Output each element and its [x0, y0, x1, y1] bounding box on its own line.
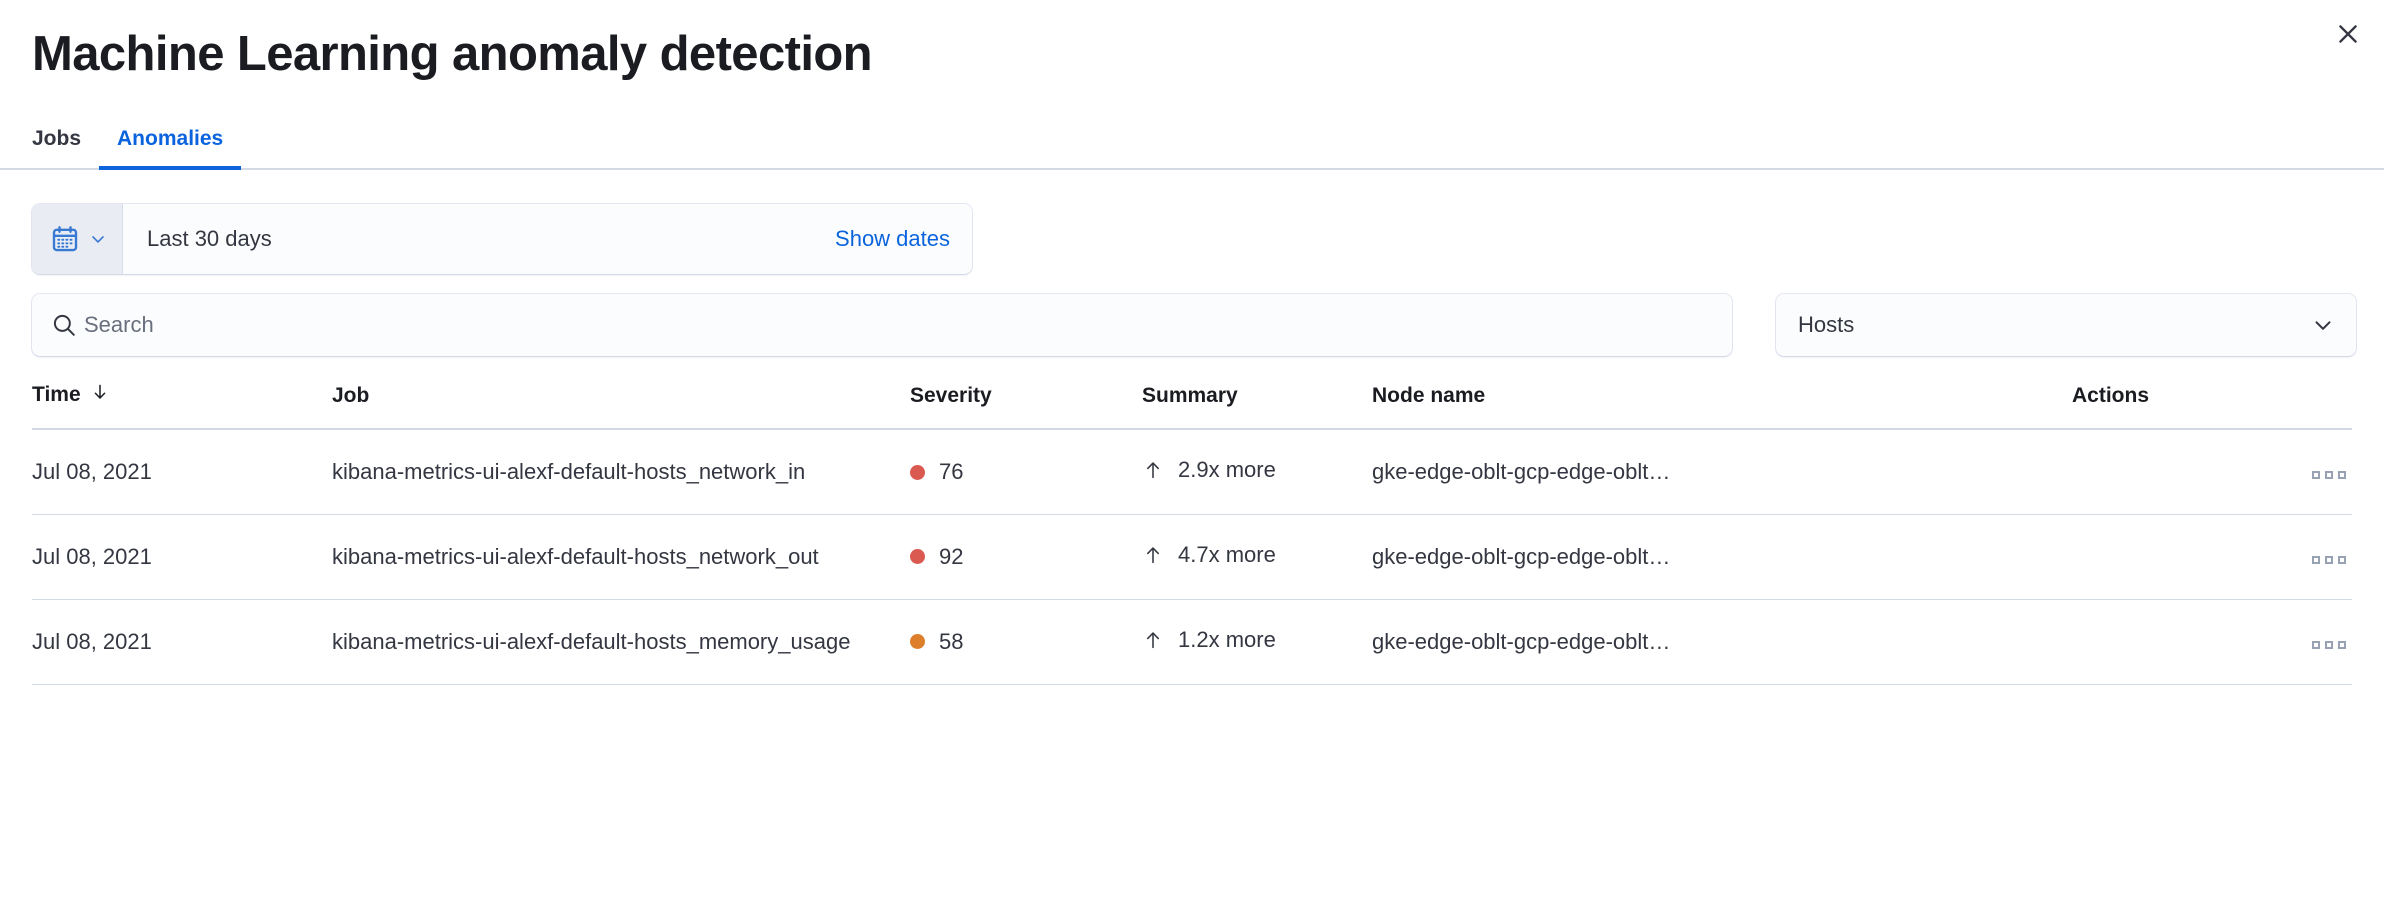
cell-severity: 58	[910, 599, 1142, 685]
cell-actions	[2072, 429, 2352, 516]
row-actions-button[interactable]	[2306, 635, 2352, 655]
severity-score: 76	[939, 459, 964, 485]
arrow-up-icon	[1142, 544, 1164, 566]
column-header-severity[interactable]: Severity	[910, 382, 1142, 431]
severity-dot	[910, 464, 925, 480]
column-header-node-name-label: Node name	[1372, 384, 1486, 408]
cell-node-name: gke-edge-oblt-gcp-edge-oblt…	[1372, 429, 2072, 516]
column-header-actions: Actions	[2072, 382, 2352, 431]
show-dates-button[interactable]: Show dates	[835, 226, 950, 252]
chevron-down-icon	[2310, 312, 2336, 338]
cell-summary: 4.7x more	[1142, 514, 1372, 600]
cell-job: kibana-metrics-ui-alexf-default-hosts_me…	[332, 599, 910, 685]
date-range-field[interactable]: Last 30 days Show dates	[123, 204, 972, 275]
table-body: Jul 08, 2021 kibana-metrics-ui-alexf-def…	[32, 429, 2352, 685]
column-header-job[interactable]: Job	[332, 382, 910, 431]
table-header-row: Time Job Severity	[32, 382, 2352, 431]
cell-node-name: gke-edge-oblt-gcp-edge-oblt…	[1372, 599, 2072, 685]
table-head: Time Job Severity	[32, 382, 2352, 431]
cell-severity: 92	[910, 514, 1142, 600]
anomalies-table: Time Job Severity	[32, 382, 2352, 685]
column-header-summary[interactable]: Summary	[1142, 382, 1372, 431]
cell-severity: 76	[910, 429, 1142, 516]
cell-time: Jul 08, 2021	[32, 599, 332, 685]
boxes-horizontal-icon	[2312, 640, 2346, 649]
date-quick-select-button[interactable]	[32, 204, 123, 275]
close-icon	[2335, 21, 2361, 47]
page-title: Machine Learning anomaly detection	[32, 27, 873, 81]
tab-anomalies[interactable]: Anomalies	[99, 108, 242, 171]
severity-dot	[910, 549, 925, 565]
close-button[interactable]	[2326, 12, 2370, 56]
arrow-up-icon	[1142, 459, 1164, 481]
cell-actions	[2072, 514, 2352, 600]
search-field[interactable]	[32, 294, 1732, 357]
column-header-job-label: Job	[332, 384, 370, 408]
filters-bar: Last 30 days Show dates Hosts	[0, 170, 2384, 357]
table-row[interactable]: Jul 08, 2021 kibana-metrics-ui-alexf-def…	[32, 599, 2352, 685]
arrow-up-icon	[1142, 629, 1164, 651]
search-input[interactable]	[84, 294, 1732, 357]
severity-dot	[910, 634, 925, 650]
column-header-time[interactable]: Time	[32, 382, 332, 431]
entity-type-select[interactable]: Hosts	[1776, 294, 2356, 357]
table-row[interactable]: Jul 08, 2021 kibana-metrics-ui-alexf-def…	[32, 514, 2352, 600]
date-range-value: Last 30 days	[147, 226, 272, 252]
boxes-horizontal-icon	[2312, 556, 2346, 565]
cell-job: kibana-metrics-ui-alexf-default-hosts_ne…	[332, 514, 910, 600]
column-header-severity-label: Severity	[910, 384, 992, 408]
severity-score: 58	[939, 628, 964, 654]
column-header-summary-label: Summary	[1142, 384, 1238, 408]
summary-text: 1.2x more	[1178, 627, 1276, 652]
table-row[interactable]: Jul 08, 2021 kibana-metrics-ui-alexf-def…	[32, 429, 2352, 516]
severity-score: 92	[939, 543, 964, 569]
column-header-time-label: Time	[32, 383, 81, 407]
cell-time: Jul 08, 2021	[32, 514, 332, 600]
row-actions-button[interactable]	[2306, 465, 2352, 485]
tab-jobs[interactable]: Jobs	[14, 108, 99, 170]
entity-type-value: Hosts	[1798, 312, 1855, 338]
calendar-icon	[50, 224, 80, 254]
boxes-horizontal-icon	[2312, 471, 2346, 480]
cell-node-name: gke-edge-oblt-gcp-edge-oblt…	[1372, 514, 2072, 600]
arrow-down-icon	[90, 382, 110, 408]
summary-text: 2.9x more	[1178, 457, 1276, 483]
cell-actions	[2072, 599, 2352, 685]
chevron-down-icon	[88, 229, 108, 249]
date-picker[interactable]: Last 30 days Show dates	[32, 204, 972, 275]
cell-summary: 1.2x more	[1142, 599, 1372, 685]
cell-job: kibana-metrics-ui-alexf-default-hosts_ne…	[332, 429, 910, 516]
cell-summary: 2.9x more	[1142, 429, 1372, 516]
column-header-actions-label: Actions	[2072, 384, 2150, 408]
page-header: Machine Learning anomaly detection	[0, 0, 2384, 82]
search-row: Hosts	[32, 294, 2356, 357]
row-actions-button[interactable]	[2306, 550, 2352, 570]
search-icon	[50, 311, 78, 339]
column-header-node-name[interactable]: Node name	[1372, 382, 2072, 431]
tab-bar: Jobs Anomalies	[0, 108, 2384, 171]
cell-time: Jul 08, 2021	[32, 429, 332, 516]
anomalies-table-container: Time Job Severity	[0, 382, 2384, 685]
summary-text: 4.7x more	[1178, 542, 1276, 568]
